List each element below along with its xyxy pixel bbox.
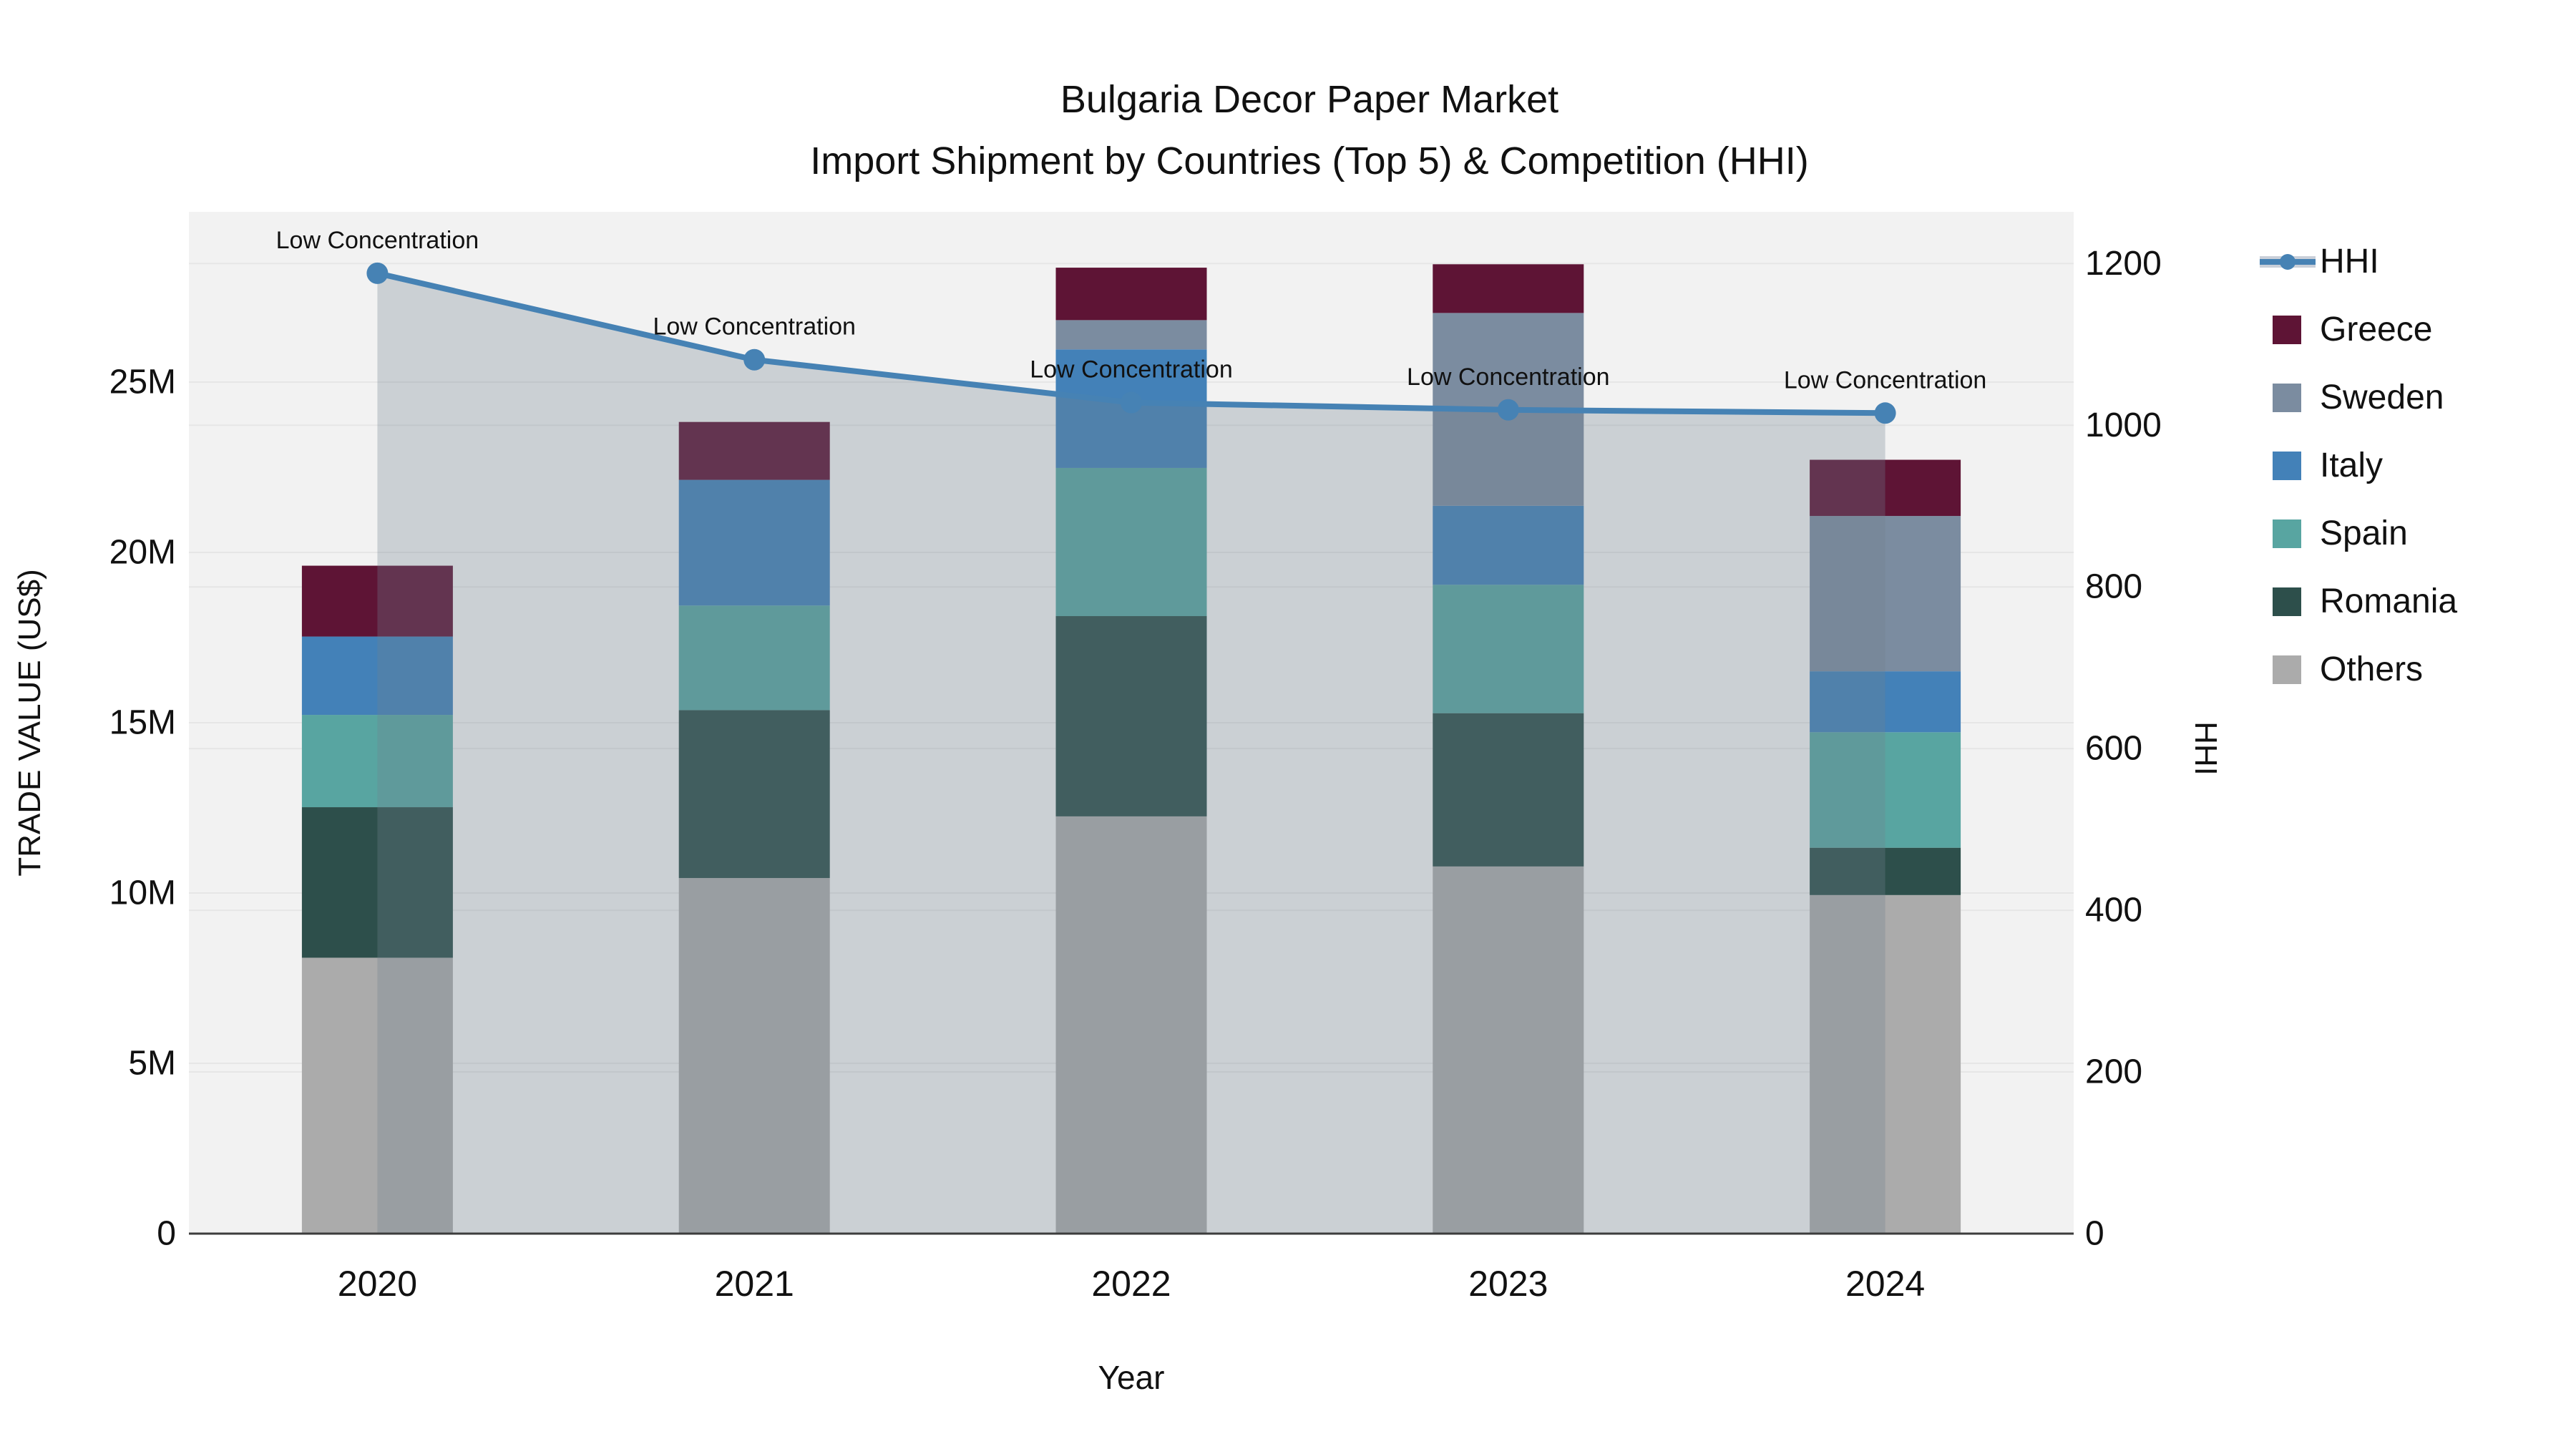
legend: HHI Greece Sweden Italy Spain Romania Others — [2260, 228, 2457, 703]
bar-2020-greece[interactable] — [301, 565, 453, 637]
legend-label: Italy — [2320, 447, 2384, 484]
x-tick-label-2020: 2020 — [338, 1264, 417, 1304]
bar-2021-greece[interactable] — [678, 421, 830, 480]
x-tick-label-2021: 2021 — [715, 1264, 794, 1304]
bar-2024-romania[interactable] — [1810, 847, 1961, 895]
bar-2024-italy[interactable] — [1810, 671, 1961, 733]
y-left-tick-label: 20M — [109, 534, 176, 572]
bar-2024-greece[interactable] — [1810, 459, 1961, 517]
bar-2024-spain[interactable] — [1810, 732, 1961, 848]
legend-label: Romania — [2320, 582, 2458, 620]
bar-2020-others[interactable] — [301, 957, 453, 1234]
annotation-low-concentration-2021: Low Concentration — [653, 313, 856, 341]
legend-item-spain[interactable]: Spain — [2260, 499, 2457, 567]
legend-item-italy[interactable]: Italy — [2260, 431, 2457, 499]
sweden-color-swatch-icon — [2273, 383, 2301, 412]
y-left-tick-label: 10M — [109, 874, 176, 912]
bar-2022-greece[interactable] — [1055, 268, 1207, 321]
y-left-tick-label: 15M — [109, 704, 176, 742]
bar-2023-greece[interactable] — [1433, 264, 1584, 313]
chart-title-line2: Import Shipment by Countries (Top 5) & C… — [810, 140, 1809, 182]
y-right-tick-label: 1000 — [2085, 406, 2162, 444]
annotation-low-concentration-2020: Low Concentration — [276, 227, 479, 254]
bar-2023-italy[interactable] — [1433, 505, 1584, 585]
hhi-line-legend-icon — [2260, 248, 2316, 276]
y-axis-right-title: HHI — [2188, 721, 2223, 776]
annotation-low-concentration-2023: Low Concentration — [1407, 364, 1610, 391]
hhi-marker-2024[interactable] — [1874, 402, 1896, 424]
chart-title: Bulgaria Decor Paper Market Import Shipm… — [43, 69, 2576, 192]
legend-label: HHI — [2320, 243, 2379, 280]
y-right-tick-label: 200 — [2085, 1053, 2142, 1091]
legend-item-hhi[interactable]: HHI — [2260, 228, 2457, 296]
greece-color-swatch-icon — [2273, 315, 2301, 344]
romania-color-swatch-icon — [2273, 587, 2301, 616]
x-axis-title: Year — [1098, 1359, 1165, 1396]
spain-color-swatch-icon — [2273, 519, 2301, 548]
legend-item-romania[interactable]: Romania — [2260, 567, 2457, 635]
bar-2022-spain[interactable] — [1055, 467, 1207, 617]
hhi-area-fill — [377, 273, 1885, 1234]
others-color-swatch-icon — [2273, 655, 2301, 684]
x-tick-label-2024: 2024 — [1845, 1264, 1925, 1304]
bar-2020-romania[interactable] — [301, 807, 453, 958]
y-axis-left-title: TRADE VALUE (US$) — [12, 569, 47, 877]
legend-label: Sweden — [2320, 379, 2444, 416]
italy-color-swatch-icon — [2273, 451, 2301, 480]
y-right-tick-label: 600 — [2085, 730, 2142, 768]
bar-2020-spain[interactable] — [301, 715, 453, 808]
bar-2021-romania[interactable] — [678, 710, 830, 879]
y-right-tick-label: 400 — [2085, 892, 2142, 930]
legend-label: Others — [2320, 650, 2424, 688]
bar-2022-romania[interactable] — [1055, 616, 1207, 816]
bar-2022-sweden[interactable] — [1055, 320, 1207, 350]
bar-2024-others[interactable] — [1810, 894, 1961, 1234]
bar-2020-italy[interactable] — [301, 636, 453, 716]
x-tick-label-2022: 2022 — [1091, 1264, 1171, 1304]
annotation-low-concentration-2022: Low Concentration — [1030, 356, 1233, 384]
y-right-tick-label: 1200 — [2085, 245, 2162, 283]
y-left-tick-label: 25M — [109, 364, 176, 401]
legend-item-greece[interactable]: Greece — [2260, 296, 2457, 364]
x-tick-label-2023: 2023 — [1468, 1264, 1548, 1304]
hhi-marker-2021[interactable] — [743, 348, 766, 371]
bar-2021-others[interactable] — [678, 878, 830, 1234]
legend-label: Spain — [2320, 514, 2408, 552]
bar-2021-italy[interactable] — [678, 479, 830, 606]
hhi-marker-2023[interactable] — [1497, 399, 1519, 421]
hhi-marker-2022[interactable] — [1121, 391, 1142, 414]
legend-label: Greece — [2320, 311, 2433, 348]
bar-2023-spain[interactable] — [1433, 585, 1584, 713]
hhi-marker-2020[interactable] — [366, 262, 389, 284]
y-right-tick-label: 0 — [2085, 1215, 2104, 1253]
bar-2022-others[interactable] — [1055, 816, 1207, 1234]
legend-item-sweden[interactable]: Sweden — [2260, 364, 2457, 431]
bar-2024-sweden[interactable] — [1810, 516, 1961, 672]
bar-2023-others[interactable] — [1433, 866, 1584, 1234]
bar-2023-romania[interactable] — [1433, 713, 1584, 867]
bar-2021-spain[interactable] — [678, 605, 830, 711]
y-left-tick-label: 0 — [157, 1215, 176, 1253]
legend-item-others[interactable]: Others — [2260, 635, 2457, 703]
chart-title-line1: Bulgaria Decor Paper Market — [1060, 78, 1559, 121]
y-left-tick-label: 5M — [128, 1045, 176, 1083]
y-right-tick-label: 800 — [2085, 568, 2142, 606]
annotation-low-concentration-2024: Low Concentration — [1784, 366, 1987, 394]
